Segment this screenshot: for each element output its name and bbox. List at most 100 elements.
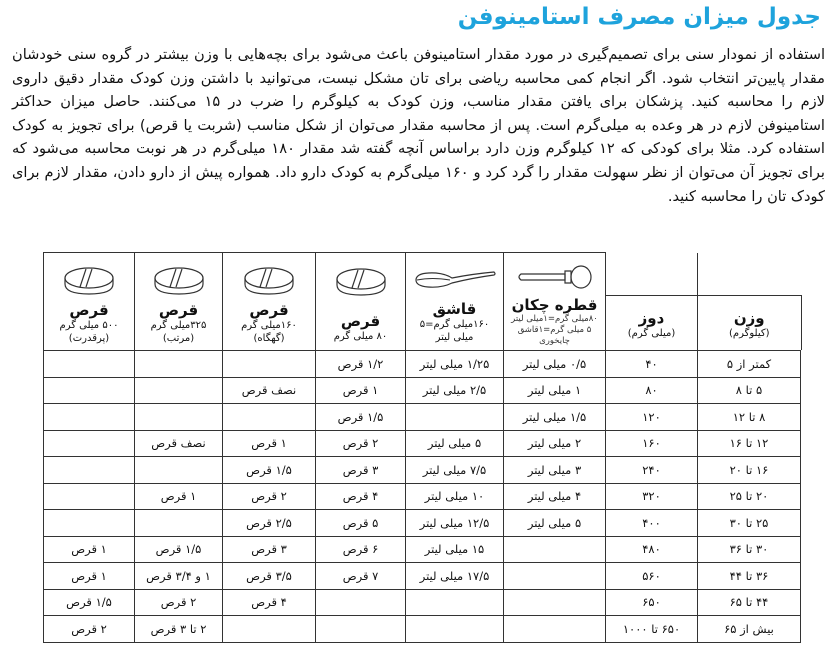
cell-tablet-160: ۱/۵ قرص [222, 456, 316, 484]
cell-tablet-325: ۱/۵ قرص [134, 535, 223, 563]
cell-tablet-160: ۲ قرص [222, 482, 316, 510]
cell-dropper: ۲ میلی لیتر [503, 429, 606, 457]
cell-tablet-160 [222, 403, 316, 431]
cell-dropper: ۱/۵ میلی لیتر [503, 403, 606, 431]
dosage-table: وزن (کیلوگرم) دوز (میلی گرم) قطره چکان ۸… [43, 252, 802, 643]
cell-tablet-500 [43, 376, 135, 404]
cell-spoon: ۱۲/۵ میلی لیتر [405, 509, 504, 537]
cell-tablet-500 [43, 509, 135, 537]
table-row: کمتر از ۵ ۴۰ ۰/۵ میلی لیتر ۱/۲۵ میلی لیتر ۱/… [43, 350, 801, 378]
cell-dose: ۴۰ [605, 350, 698, 378]
cell-dropper: ۰/۵ میلی لیتر [503, 350, 606, 378]
cell-tablet-160: ۲/۵ قرص [222, 509, 316, 537]
dropper-icon [517, 265, 592, 289]
tablet-icon [153, 266, 204, 295]
cell-tablet-325 [134, 350, 223, 378]
header-dose: دوز (میلی گرم) [605, 252, 698, 351]
intro-paragraph: استفاده از نمودار سنی برای تصمیم‌گیری در… [12, 46, 825, 205]
cell-weight: ۳۶ تا ۴۴ [697, 562, 801, 590]
cell-dose: ۳۲۰ [605, 482, 698, 510]
cell-tablet-500 [43, 403, 135, 431]
cell-spoon: ۲/۵ میلی لیتر [405, 376, 504, 404]
table-row: ۸ تا ۱۲ ۱۲۰ ۱/۵ میلی لیتر ۱/۵ قرص [43, 403, 801, 431]
table-row: ۳۰ تا ۳۶ ۴۸۰ ۱۵ میلی لیتر ۶ قرص ۳ قرص ۱/۵ قرص… [43, 535, 801, 563]
cell-spoon [405, 588, 504, 616]
cell-tablet-500 [43, 456, 135, 484]
cell-weight: ۱۶ تا ۲۰ [697, 456, 801, 484]
cell-tablet-500: ۲ قرص [43, 615, 135, 643]
table-row: ۵ تا ۸ ۸۰ ۱ میلی لیتر ۲/۵ میلی لیتر ۱ قرص نصف… [43, 376, 801, 404]
cell-weight: بیش از ۶۵ [697, 615, 801, 643]
cell-dropper: ۳ میلی لیتر [503, 456, 606, 484]
cell-weight: ۲۵ تا ۳۰ [697, 509, 801, 537]
cell-tablet-325: ۱ و ۳/۴ قرص [134, 562, 223, 590]
cell-spoon [405, 403, 504, 431]
cell-weight: ۱۲ تا ۱۶ [697, 429, 801, 457]
cell-spoon: ۱۰ میلی لیتر [405, 482, 504, 510]
cell-tablet-80: ۴ قرص [315, 482, 406, 510]
cell-dose: ۵۶۰ [605, 562, 698, 590]
cell-tablet-500 [43, 482, 135, 510]
cell-tablet-80: ۱ قرص [315, 376, 406, 404]
tablet-icon [64, 266, 114, 295]
table-row: بیش از ۶۵ ۶۵۰ تا ۱۰۰۰ ۲ تا ۳ قرص ۲ قرص [43, 615, 801, 643]
cell-tablet-325 [134, 403, 223, 431]
cell-dose: ۶۵۰ [605, 588, 698, 616]
cell-dose: ۸۰ [605, 376, 698, 404]
cell-dropper: ۱ میلی لیتر [503, 376, 606, 404]
cell-dose: ۲۴۰ [605, 456, 698, 484]
cell-spoon [405, 615, 504, 643]
cell-dropper: ۵ میلی لیتر [503, 509, 606, 537]
cell-dose: ۱۲۰ [605, 403, 698, 431]
tablet-icon [244, 266, 294, 295]
cell-spoon: ۱/۲۵ میلی لیتر [405, 350, 504, 378]
cell-tablet-80: ۳ قرص [315, 456, 406, 484]
cell-dose: ۴۰۰ [605, 509, 698, 537]
table-row: ۴۴ تا ۶۵ ۶۵۰ ۴ قرص ۲ قرص ۱/۵ قرص [43, 588, 801, 616]
cell-tablet-160 [222, 350, 316, 378]
cell-tablet-160: نصف قرص [222, 376, 316, 404]
cell-tablet-325 [134, 509, 223, 537]
cell-weight: ۲۰ تا ۲۵ [697, 482, 801, 510]
table-row: ۳۶ تا ۴۴ ۵۶۰ ۱۷/۵ میلی لیتر ۷ قرص ۳/۵ قرص ۱ و… [43, 562, 801, 590]
cell-dropper [503, 535, 606, 563]
page-title: جدول میزان مصرف استامینوفن [457, 4, 822, 30]
spoon-icon [414, 270, 496, 288]
cell-dropper: ۴ میلی لیتر [503, 482, 606, 510]
cell-tablet-325: نصف قرص [134, 429, 223, 457]
tablet-icon [335, 268, 386, 296]
cell-dose: ۱۶۰ [605, 429, 698, 457]
header-weight: وزن (کیلوگرم) [697, 252, 802, 351]
cell-tablet-80: ۱/۲ قرص [315, 350, 406, 378]
cell-spoon: ۱۷/۵ میلی لیتر [405, 562, 504, 590]
header-tablet-500: قرص ۵۰۰ میلی گرم (پرقدرت) [43, 252, 135, 351]
cell-tablet-325: ۲ تا ۳ قرص [134, 615, 223, 643]
cell-tablet-325: ۲ قرص [134, 588, 223, 616]
cell-tablet-80: ۱/۵ قرص [315, 403, 406, 431]
cell-dropper [503, 615, 606, 643]
cell-tablet-325 [134, 456, 223, 484]
header-tablet-160: قرص ۱۶۰میلی گرم (گهگاه) [222, 252, 316, 351]
cell-tablet-500 [43, 429, 135, 457]
cell-weight: ۸ تا ۱۲ [697, 403, 801, 431]
cell-tablet-325 [134, 376, 223, 404]
header-dropper: قطره چکان ۸۰میلی گرم=۱میلی لیتر ۵ میلی گ… [503, 252, 606, 351]
cell-weight: ۵ تا ۸ [697, 376, 801, 404]
cell-weight: ۳۰ تا ۳۶ [697, 535, 801, 563]
cell-tablet-500: ۱/۵ قرص [43, 588, 135, 616]
cell-tablet-325: ۱ قرص [134, 482, 223, 510]
header-tablet-80: قرص ۸۰ میلی گرم [315, 252, 406, 351]
cell-weight: کمتر از ۵ [697, 350, 801, 378]
cell-tablet-500: ۱ قرص [43, 562, 135, 590]
header-tablet-325: قرص ۳۲۵میلی گرم (مرتب) [134, 252, 223, 351]
cell-tablet-80: ۵ قرص [315, 509, 406, 537]
cell-tablet-160 [222, 615, 316, 643]
cell-tablet-80: ۷ قرص [315, 562, 406, 590]
cell-tablet-160: ۳/۵ قرص [222, 562, 316, 590]
cell-dose: ۶۵۰ تا ۱۰۰۰ [605, 615, 698, 643]
cell-tablet-80 [315, 615, 406, 643]
table-row: ۲۵ تا ۳۰ ۴۰۰ ۵ میلی لیتر ۱۲/۵ میلی لیتر ۵ قر… [43, 509, 801, 537]
cell-tablet-160: ۴ قرص [222, 588, 316, 616]
table-row: ۱۶ تا ۲۰ ۲۴۰ ۳ میلی لیتر ۷/۵ میلی لیتر ۳ قرص… [43, 456, 801, 484]
cell-tablet-500: ۱ قرص [43, 535, 135, 563]
